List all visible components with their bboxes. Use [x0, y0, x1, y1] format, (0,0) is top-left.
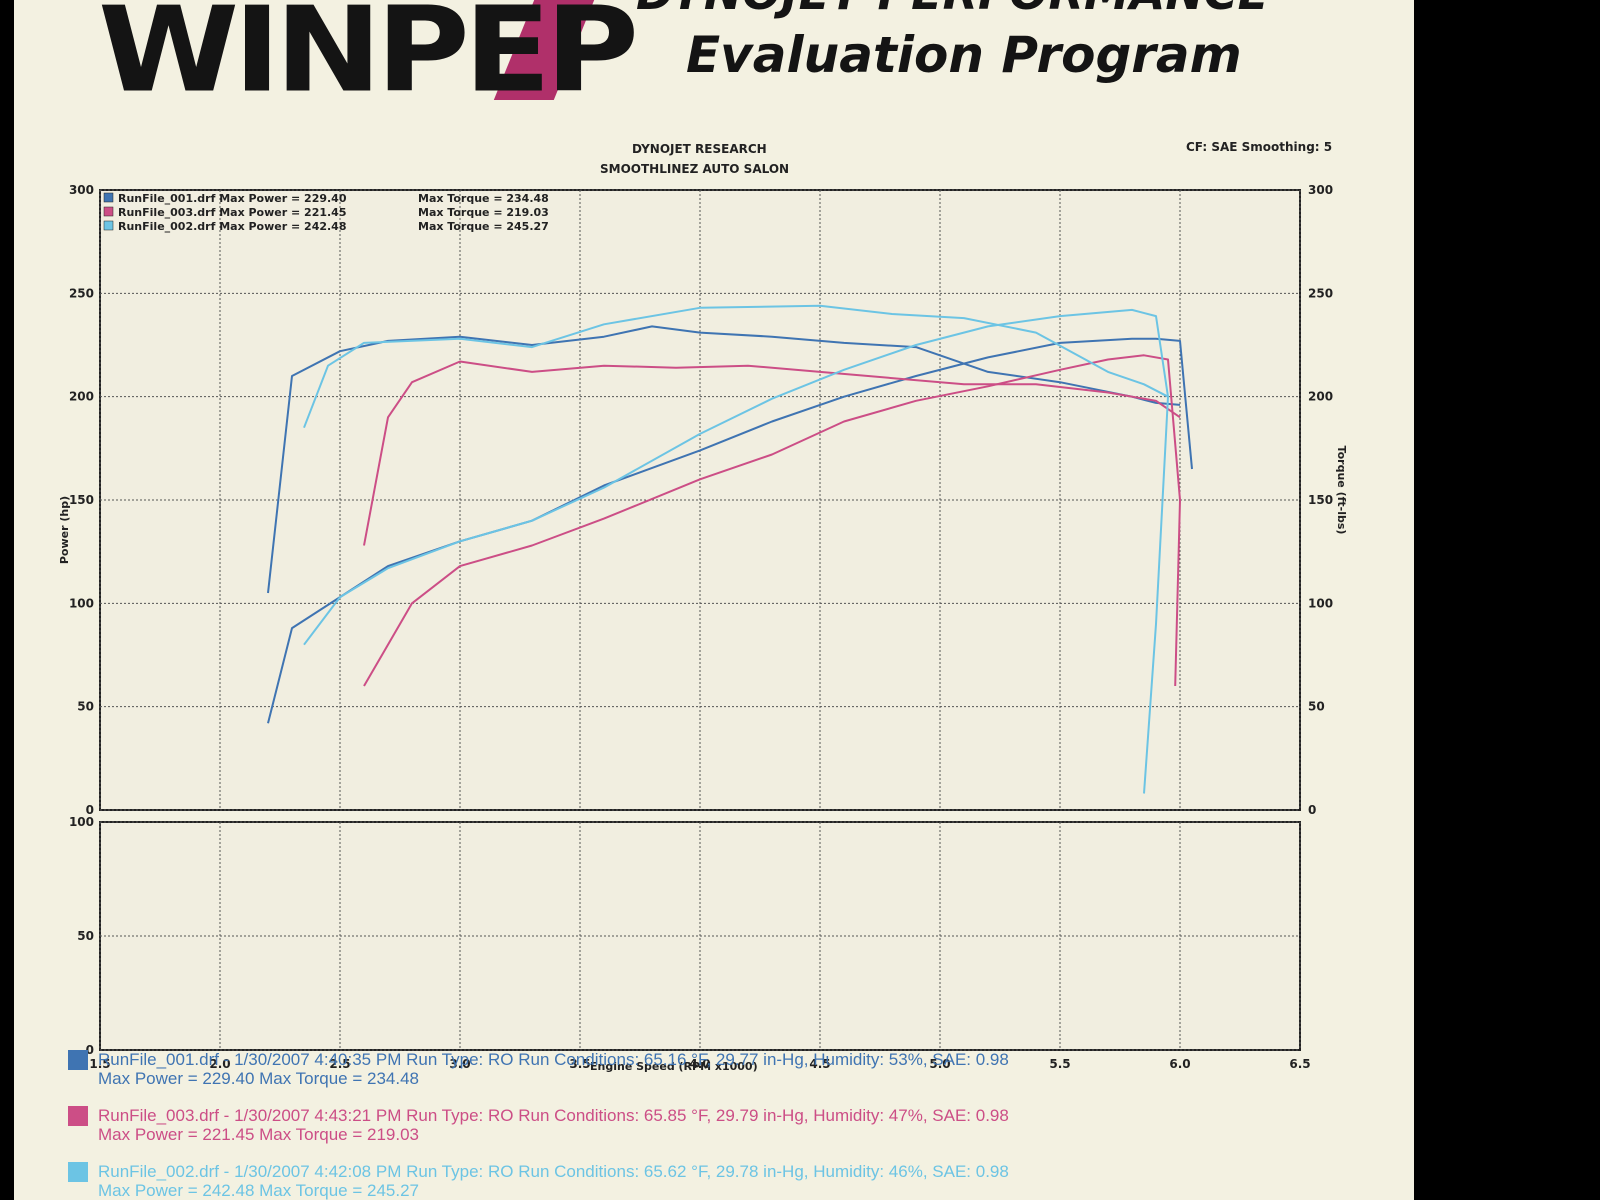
- run-detail-run002: RunFile_002.drf - 1/30/2007 4:42:08 PM R…: [68, 1162, 1009, 1200]
- legend-power-text: RunFile_001.drf Max Power = 229.40: [118, 192, 347, 205]
- x-tick-label: 4.0: [689, 1057, 710, 1071]
- y-tick-label-left: 150: [69, 493, 94, 507]
- y-tick-label-left: 100: [69, 596, 94, 610]
- x-tick-label: 2.5: [329, 1057, 350, 1071]
- legend-torque-text: Max Torque = 234.48: [418, 192, 549, 205]
- lower-y-tick-label: 0: [86, 1043, 94, 1057]
- series-line-run002: [303, 304, 1169, 429]
- series-line-run003: [363, 360, 1181, 546]
- x-tick-label: 4.5: [809, 1057, 830, 1071]
- series-line-run002: [303, 308, 1169, 794]
- program-title-line1: DYNOJET PERFORMANCE: [636, 0, 1269, 20]
- y-axis-title-left: Power (hp): [58, 496, 71, 564]
- x-tick-label: 3.5: [569, 1057, 590, 1071]
- x-tick-label: 6.5: [1289, 1057, 1310, 1071]
- series-line-run001: [267, 337, 1193, 724]
- legend-power-text: RunFile_003.drf Max Power = 221.45: [118, 206, 347, 219]
- run-detail-run003: RunFile_003.drf - 1/30/2007 4:43:21 PM R…: [68, 1106, 1009, 1144]
- program-title-line2: Evaluation Program: [686, 26, 1242, 84]
- cf-smoothing-label: CF: SAE Smoothing: 5: [1186, 140, 1333, 154]
- y-tick-label-right: 50: [1308, 700, 1325, 714]
- y-tick-label-left: 200: [69, 390, 94, 404]
- y-tick-label-right: 100: [1308, 596, 1333, 610]
- y-tick-label-left: 50: [77, 700, 94, 714]
- org-name: DYNOJET RESEARCH: [632, 142, 767, 156]
- legend-torque-text: Max Torque = 245.27: [418, 220, 549, 233]
- run-color-swatch: [68, 1050, 88, 1070]
- y-tick-label-right: 250: [1308, 286, 1333, 300]
- legend-swatch: [103, 206, 114, 217]
- legend-power-text: RunFile_002.drf Max Power = 242.48: [118, 220, 347, 233]
- x-tick-label: 5.5: [1049, 1057, 1070, 1071]
- lower-y-tick-label: 50: [77, 929, 94, 943]
- run-color-swatch: [68, 1106, 88, 1126]
- x-tick-label: 2.0: [209, 1057, 230, 1071]
- y-axis-title-right: Torque (ft-lbs): [1335, 446, 1348, 535]
- y-tick-label-left: 300: [69, 183, 94, 197]
- y-tick-label-right: 300: [1308, 183, 1333, 197]
- legend-torque-text: Max Torque = 219.03: [418, 206, 549, 219]
- run-max-values-text: Max Power = 242.48 Max Torque = 245.27: [98, 1181, 419, 1200]
- series-line-run001: [267, 325, 1181, 594]
- y-tick-label-right: 200: [1308, 390, 1333, 404]
- x-tick-label: 5.0: [929, 1057, 950, 1071]
- x-tick-label: 1.5: [89, 1057, 110, 1071]
- run-conditions-text: RunFile_003.drf - 1/30/2007 4:43:21 PM R…: [98, 1106, 1009, 1125]
- winpep-logo: WINPEP: [98, 0, 639, 120]
- run-conditions-text: RunFile_001.drf - 1/30/2007 4:40:35 PM R…: [98, 1050, 1009, 1069]
- y-tick-label-right: 0: [1308, 803, 1316, 817]
- run-max-values-text: Max Power = 221.45 Max Torque = 219.03: [98, 1125, 419, 1144]
- series-line-run003: [363, 354, 1181, 687]
- run-detail-run001: RunFile_001.drf - 1/30/2007 4:40:35 PM R…: [68, 1050, 1009, 1088]
- run-max-values-text: Max Power = 229.40 Max Torque = 234.48: [98, 1069, 419, 1088]
- run-conditions-text: RunFile_002.drf - 1/30/2007 4:42:08 PM R…: [98, 1162, 1009, 1181]
- legend-swatch: [103, 220, 114, 231]
- x-tick-label: 6.0: [1169, 1057, 1190, 1071]
- y-tick-label-left: 0: [86, 803, 94, 817]
- run-color-swatch: [68, 1162, 88, 1182]
- y-tick-label-left: 250: [69, 286, 94, 300]
- legend-swatch: [103, 192, 114, 203]
- x-axis-title: Engine Speed (RPM x1000): [590, 1060, 758, 1073]
- shop-name: SMOOTHLINEZ AUTO SALON: [600, 162, 790, 176]
- x-tick-label: 3.0: [449, 1057, 470, 1071]
- lower-y-tick-label: 100: [69, 815, 94, 829]
- y-tick-label-right: 150: [1308, 493, 1333, 507]
